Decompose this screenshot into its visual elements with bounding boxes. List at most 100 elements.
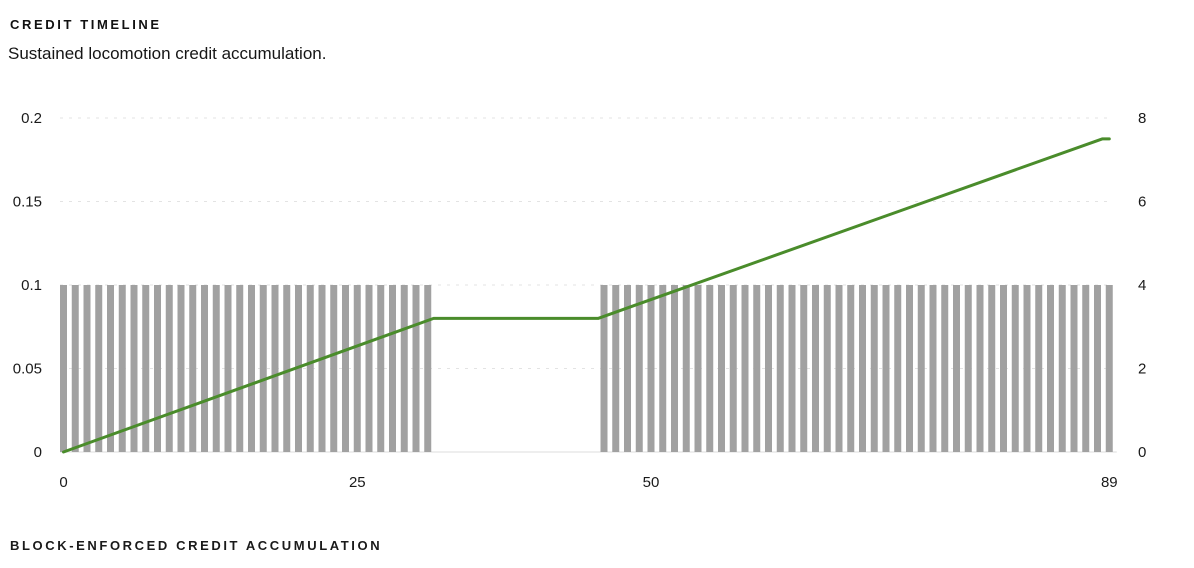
block-bar — [107, 285, 114, 452]
block-bar — [917, 285, 925, 452]
block-bar — [353, 285, 361, 452]
block-bar — [1023, 285, 1031, 452]
block-bar — [753, 285, 761, 452]
x-tick-label: 25 — [349, 474, 366, 491]
block-bar — [424, 285, 432, 452]
block-bar — [95, 285, 103, 452]
block-bar — [71, 285, 79, 452]
block-bar — [870, 285, 878, 452]
block-bar — [659, 285, 667, 452]
y-axis-right-labels: 0 2 4 6 8 — [1138, 110, 1146, 461]
y-right-tick-label: 4 — [1138, 277, 1146, 294]
block-bar — [118, 285, 126, 452]
block-bar — [189, 285, 197, 452]
y-right-tick-label: 6 — [1138, 194, 1146, 211]
x-tick-label: 89 — [1101, 474, 1118, 491]
block-bar — [130, 285, 138, 452]
block-bar — [1105, 285, 1113, 452]
block-bar — [671, 285, 678, 452]
block-bar — [906, 285, 913, 452]
block-bar — [377, 285, 385, 452]
block-enforced-bars — [60, 285, 1113, 452]
chart-subtitle: Sustained locomotion credit accumulation… — [8, 44, 327, 63]
block-bar — [647, 285, 655, 452]
block-bar — [165, 285, 173, 452]
y-axis-left-labels: 0 0.05 0.1 0.15 0.2 — [13, 110, 42, 461]
y-right-tick-label: 0 — [1138, 444, 1146, 461]
chart-header: CREDIT TIMELINE Sustained locomotion cre… — [8, 17, 327, 64]
block-bar — [400, 285, 408, 452]
block-bar — [248, 285, 255, 452]
block-bar — [741, 285, 749, 452]
x-axis-labels: 0 25 50 89 — [59, 474, 1117, 491]
block-bar — [800, 285, 808, 452]
block-bar — [976, 285, 984, 452]
y-right-tick-label: 8 — [1138, 110, 1146, 127]
block-bar — [953, 285, 960, 452]
block-bar — [929, 285, 937, 452]
x-tick-label: 50 — [643, 474, 660, 491]
block-bar — [788, 285, 796, 452]
credit-line — [62, 137, 1111, 454]
block-bar — [60, 285, 67, 452]
block-bar — [412, 285, 420, 452]
y-left-tick-label: 0.05 — [13, 361, 42, 378]
block-bar — [1070, 285, 1078, 452]
block-bar — [765, 285, 772, 452]
block-bar — [964, 285, 972, 452]
block-bar — [271, 285, 279, 452]
block-bar — [365, 285, 373, 452]
block-bar — [318, 285, 326, 452]
y-left-tick-label: 0.2 — [21, 110, 42, 127]
block-bar — [1047, 285, 1054, 452]
block-bar — [812, 285, 819, 452]
block-bar — [1000, 285, 1007, 452]
gridlines — [60, 117, 1117, 453]
block-bar — [389, 285, 396, 452]
block-bar — [306, 285, 314, 452]
block-bar — [612, 285, 620, 452]
block-bar — [859, 285, 866, 452]
block-bar — [259, 285, 267, 452]
block-bar — [706, 285, 714, 452]
block-bar — [236, 285, 244, 452]
block-bar — [718, 285, 725, 452]
block-bar — [635, 285, 643, 452]
block-bar — [330, 285, 338, 452]
block-bar — [224, 285, 232, 452]
block-bar — [882, 285, 890, 452]
block-bar — [823, 285, 831, 452]
y-left-tick-label: 0 — [34, 444, 42, 461]
block-bar — [835, 285, 843, 452]
block-bar — [1094, 285, 1101, 452]
block-bar — [1082, 285, 1090, 452]
block-bar — [729, 285, 737, 452]
block-bar — [201, 285, 208, 452]
block-bar — [142, 285, 150, 452]
y-left-tick-label: 0.15 — [13, 194, 42, 211]
y-right-tick-label: 2 — [1138, 361, 1146, 378]
block-bar — [342, 285, 349, 452]
block-bar — [988, 285, 996, 452]
block-bar — [177, 285, 185, 452]
y-left-tick-label: 0.1 — [21, 277, 42, 294]
block-bar — [941, 285, 949, 452]
block-bar — [1035, 285, 1043, 452]
block-bar — [847, 285, 855, 452]
chart-footer-label: BLOCK-ENFORCED CREDIT ACCUMULATION — [10, 538, 383, 553]
block-bar — [83, 285, 91, 452]
block-bar — [283, 285, 291, 452]
block-bar — [154, 285, 161, 452]
block-bar — [776, 285, 784, 452]
block-bar — [682, 285, 690, 452]
block-bar — [212, 285, 220, 452]
block-bar — [600, 285, 608, 452]
block-bar — [894, 285, 902, 452]
block-bar — [624, 285, 631, 452]
block-bar — [1011, 285, 1019, 452]
credit-timeline-chart: 0 0.05 0.1 0.15 0.2 0 2 4 6 8 0 25 50 89 — [13, 110, 1147, 491]
chart-title: CREDIT TIMELINE — [10, 17, 162, 32]
block-bar — [694, 285, 702, 452]
x-tick-label: 0 — [59, 474, 67, 491]
